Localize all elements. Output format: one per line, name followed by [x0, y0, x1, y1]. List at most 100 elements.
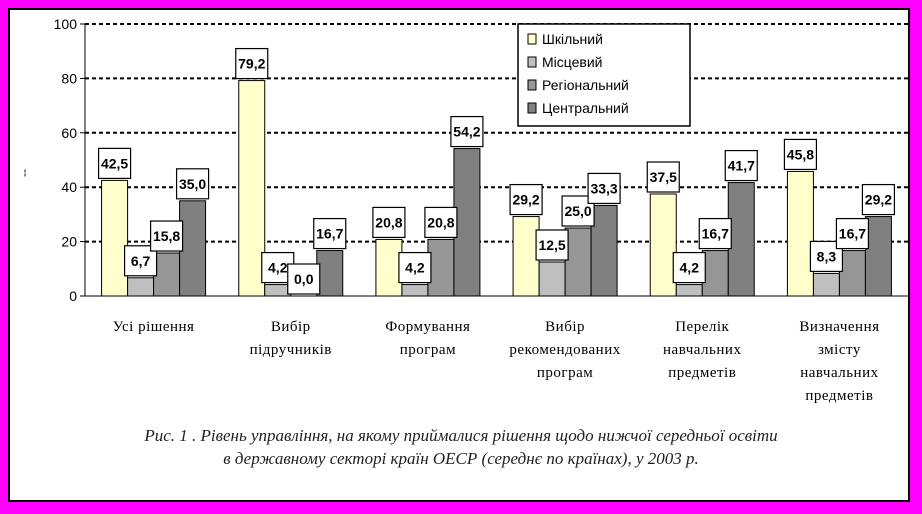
data-label-box	[313, 217, 347, 250]
bar-1-5	[649, 193, 677, 297]
bar-4-6	[864, 216, 892, 297]
data-label: 41,7	[728, 158, 755, 174]
x-tick-label: рекомендованих	[509, 342, 620, 358]
data-label-box	[835, 217, 870, 250]
data-label-box	[372, 206, 406, 239]
bar-1-2	[238, 80, 266, 297]
data-label: 37,5	[650, 169, 677, 185]
data-label: 79,2	[238, 56, 265, 72]
data-label: 42,5	[101, 155, 128, 171]
data-label: 4,2	[405, 260, 425, 276]
x-tick-label: Усі рішення	[113, 319, 195, 335]
x-tick-label: програм	[537, 365, 593, 381]
bar-1-6	[786, 170, 814, 297]
legend-swatch	[527, 79, 537, 91]
bar-3-3	[427, 238, 455, 297]
data-label: 4,2	[268, 260, 288, 276]
bar-3-5	[701, 250, 729, 297]
data-label: 4,2	[680, 260, 700, 276]
data-label: 29,2	[865, 192, 892, 208]
data-label-box	[398, 251, 432, 284]
x-tick-label: Вибір	[545, 319, 585, 335]
data-label: 20,8	[375, 214, 402, 230]
bar-4-1	[179, 200, 207, 297]
data-label: 12,5	[538, 237, 565, 253]
x-tick-label: предметів	[668, 365, 736, 381]
legend	[517, 23, 691, 127]
data-label: 45,8	[787, 146, 814, 162]
legend-label: Місцевий	[542, 54, 603, 70]
bar-2-1	[127, 277, 155, 297]
x-tick-label: предметів	[805, 388, 873, 404]
data-label: 29,2	[512, 192, 539, 208]
x-tick-label: Вибір	[271, 319, 311, 335]
data-label-box	[450, 115, 484, 148]
bar-2-5	[675, 284, 703, 297]
data-label-box	[724, 149, 758, 182]
data-label: 6,7	[131, 253, 151, 269]
data-label: 35,0	[179, 176, 206, 192]
bar-4-4	[590, 204, 618, 297]
y-tick-label: 20	[61, 234, 77, 250]
data-label: 16,7	[702, 226, 729, 242]
bar-3-6	[838, 250, 866, 297]
bar-2-6	[812, 272, 840, 297]
data-label-box	[97, 147, 132, 179]
data-label: 15,8	[153, 228, 180, 244]
bar-2-2	[264, 284, 292, 297]
bar-4-2	[316, 250, 344, 297]
data-label-box	[424, 206, 458, 239]
bar-2-4	[538, 261, 566, 297]
y-axis-label: --	[17, 169, 31, 177]
data-label: 8,3	[817, 248, 837, 264]
figure-caption: Рис. 1 . Рівень управління, на якому при…	[0, 424, 922, 470]
data-label-box	[235, 47, 269, 80]
legend-label: Центральний	[542, 100, 629, 116]
bar-4-5	[727, 182, 755, 297]
data-label: 16,7	[839, 226, 866, 242]
legend-label: Шкільний	[542, 31, 603, 47]
data-label: 25,0	[564, 203, 591, 219]
bar-4-3	[453, 148, 481, 297]
data-label: 20,8	[427, 214, 454, 230]
data-label-box	[509, 183, 543, 216]
data-label-box	[587, 172, 621, 205]
data-label-box	[698, 217, 732, 250]
caption-line-1: Рис. 1 . Рівень управління, на якому при…	[144, 426, 778, 445]
x-tick-label: навчальних	[663, 342, 741, 358]
y-tick-label: 0	[69, 288, 77, 304]
data-label-box	[861, 183, 896, 216]
data-label: 0,0	[294, 271, 314, 287]
x-tick-label: програм	[400, 342, 456, 358]
caption-line-2: в державному секторі країн ОЕСР (середнє…	[223, 449, 699, 468]
legend-label: Регіональний	[542, 77, 629, 93]
data-label-box	[672, 251, 706, 284]
x-tick-label: підручників	[250, 342, 332, 358]
data-label-box	[646, 161, 680, 193]
x-tick-label: змісту	[818, 342, 861, 358]
legend-swatch	[527, 102, 537, 114]
x-tick-label: Перелік	[675, 319, 729, 335]
bar-2-3	[401, 284, 429, 297]
legend-swatch	[527, 33, 537, 45]
y-tick-label: 100	[54, 16, 78, 32]
data-label-box	[287, 263, 321, 295]
y-tick-label: 60	[61, 125, 77, 141]
bar-3-1	[153, 252, 181, 297]
bar-1-3	[375, 238, 403, 297]
data-label-box	[783, 138, 818, 171]
x-tick-label: Визначення	[799, 319, 879, 335]
x-tick-label: Формування	[385, 319, 470, 335]
data-label: 33,3	[590, 180, 617, 196]
data-label-box	[149, 220, 184, 252]
data-label-box	[535, 229, 569, 261]
y-tick-label: 80	[61, 70, 77, 86]
data-label-box	[175, 168, 210, 200]
data-label: 16,7	[316, 226, 343, 242]
bar-1-4	[512, 216, 540, 297]
bar-3-4	[564, 227, 592, 297]
data-label: 54,2	[453, 124, 480, 140]
x-tick-label: навчальних	[800, 365, 878, 381]
bar-1-1	[101, 179, 129, 297]
